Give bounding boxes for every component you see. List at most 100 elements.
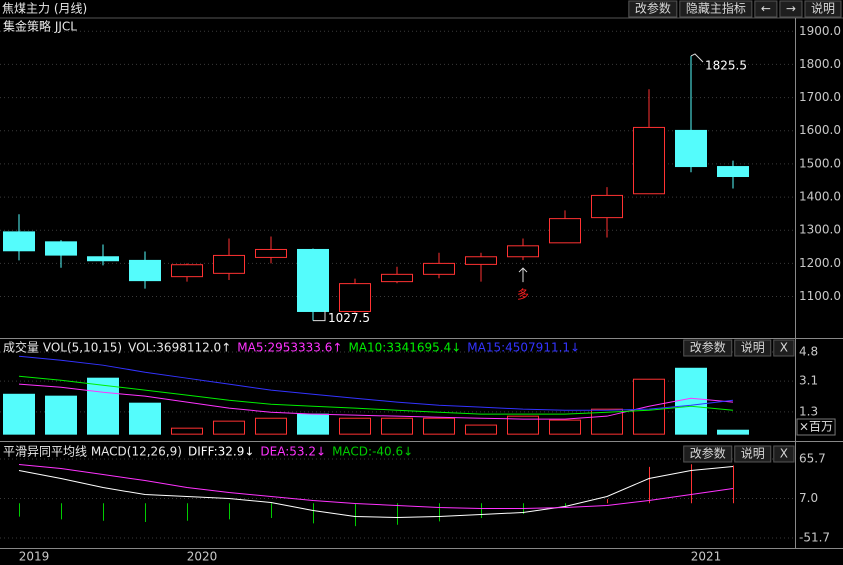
candle-body (171, 264, 203, 278)
candle-body (633, 126, 665, 195)
ma-line (18, 355, 734, 411)
volume-bar (213, 420, 245, 435)
candle-body (423, 262, 455, 275)
candle-body (87, 256, 119, 262)
unit-box (796, 418, 836, 436)
button[interactable] (683, 445, 733, 463)
candle-body (213, 254, 245, 274)
volume-bar (87, 377, 119, 435)
candle-body (549, 218, 581, 244)
button-label[interactable]: ← (761, 2, 771, 16)
y-tick-label: 1700.0 (799, 90, 841, 104)
panel-title: 平滑异同平均线 MACD(12,26,9) (3, 445, 182, 459)
macd-line (18, 466, 734, 519)
legend-entry: DIFF:32.9↓ (188, 445, 254, 459)
button[interactable] (628, 0, 678, 18)
button[interactable] (754, 0, 778, 18)
button-label[interactable]: X (780, 341, 788, 355)
button-label[interactable]: 说明 (741, 340, 765, 355)
volume-bar (129, 402, 161, 435)
candle-body (507, 245, 539, 258)
candle-body (591, 194, 623, 219)
signal-label: 多 (517, 288, 529, 302)
legend-entry: MA15:4507911.1↓ (467, 341, 580, 355)
macd-line (18, 464, 734, 510)
candle-body (675, 129, 707, 168)
high-label: 1825.5 (705, 58, 747, 72)
volume-bar (171, 427, 203, 435)
candle-body (297, 248, 329, 312)
candle-body (255, 248, 287, 258)
low-label: 1027.5 (328, 311, 370, 325)
volume-bar (675, 367, 707, 435)
legend-entry: MA10:3341695.4↓ (348, 341, 461, 355)
x-tick-label: 2019 (19, 550, 50, 564)
x-tick-label: 2021 (691, 550, 722, 564)
volume-bar (549, 419, 581, 435)
button-label[interactable]: 改参数 (690, 446, 726, 461)
button[interactable] (779, 0, 803, 18)
volume-bar (381, 417, 413, 435)
y-tick-label: 1900.0 (799, 24, 841, 38)
y-tick-label: 1800.0 (799, 57, 841, 71)
unit-label: ×百万 (799, 420, 833, 434)
button[interactable] (773, 445, 795, 463)
button[interactable] (679, 0, 753, 18)
y-tick-label: 1500.0 (799, 156, 841, 170)
candle-body (465, 256, 497, 265)
button-label[interactable]: 说明 (741, 446, 765, 461)
ma-line (18, 383, 734, 420)
y-tick-label: 1300.0 (799, 223, 841, 237)
ma-line (18, 375, 734, 415)
button-label[interactable]: → (786, 2, 796, 16)
candle-body (3, 231, 35, 252)
panel-title: 成交量 VOL(5,10,15) (3, 340, 122, 355)
button-label[interactable]: 改参数 (635, 1, 671, 16)
button-label[interactable]: X (780, 447, 788, 461)
candle-body (339, 283, 371, 312)
candle-body (717, 166, 749, 178)
volume-bar (507, 415, 539, 435)
volume-bar (465, 424, 497, 435)
y-tick-label: -51.7 (799, 530, 830, 544)
signal-arrow (518, 267, 528, 283)
y-tick-label: 1200.0 (799, 256, 841, 270)
y-tick-label: 1600.0 (799, 123, 841, 137)
volume-bar (339, 417, 371, 435)
button[interactable] (683, 339, 733, 357)
y-tick-label: 1400.0 (799, 190, 841, 204)
y-tick-label: 1.3 (799, 404, 818, 418)
panel-title: 集金策略 JJCL (3, 19, 77, 34)
candle-body (381, 273, 413, 283)
legend-entry: MACD:-40.6↓ (332, 445, 413, 459)
panel-value: VOL:3698112.0↑ (128, 341, 231, 355)
legend-entry: MA5:2953333.6↑ (237, 341, 342, 355)
y-tick-label: 65.7 (799, 452, 826, 466)
annotation-line (690, 53, 704, 63)
candle-body (129, 259, 161, 282)
volume-bar (255, 417, 287, 435)
volume-bar (423, 417, 455, 435)
button[interactable] (773, 339, 795, 357)
button[interactable] (804, 0, 842, 18)
y-tick-label: 7.0 (799, 491, 818, 505)
button-label[interactable]: 改参数 (690, 340, 726, 355)
volume-bar (297, 413, 329, 435)
button[interactable] (734, 339, 772, 357)
x-tick-label: 2020 (187, 550, 218, 564)
button-label[interactable]: 说明 (811, 1, 835, 16)
legend-entry: DEA:53.2↓ (260, 445, 326, 459)
button[interactable] (734, 445, 772, 463)
button-label[interactable]: 隐藏主指标 (686, 1, 746, 16)
y-tick-label: 3.1 (799, 374, 818, 388)
volume-bar (717, 429, 749, 435)
window-title: 焦煤主力 (月线) (2, 2, 87, 16)
annotation-line (313, 310, 326, 322)
candle-body (45, 241, 77, 256)
y-tick-label: 1100.0 (799, 289, 841, 303)
y-tick-label: 4.8 (799, 345, 818, 359)
volume-bar (3, 393, 35, 435)
